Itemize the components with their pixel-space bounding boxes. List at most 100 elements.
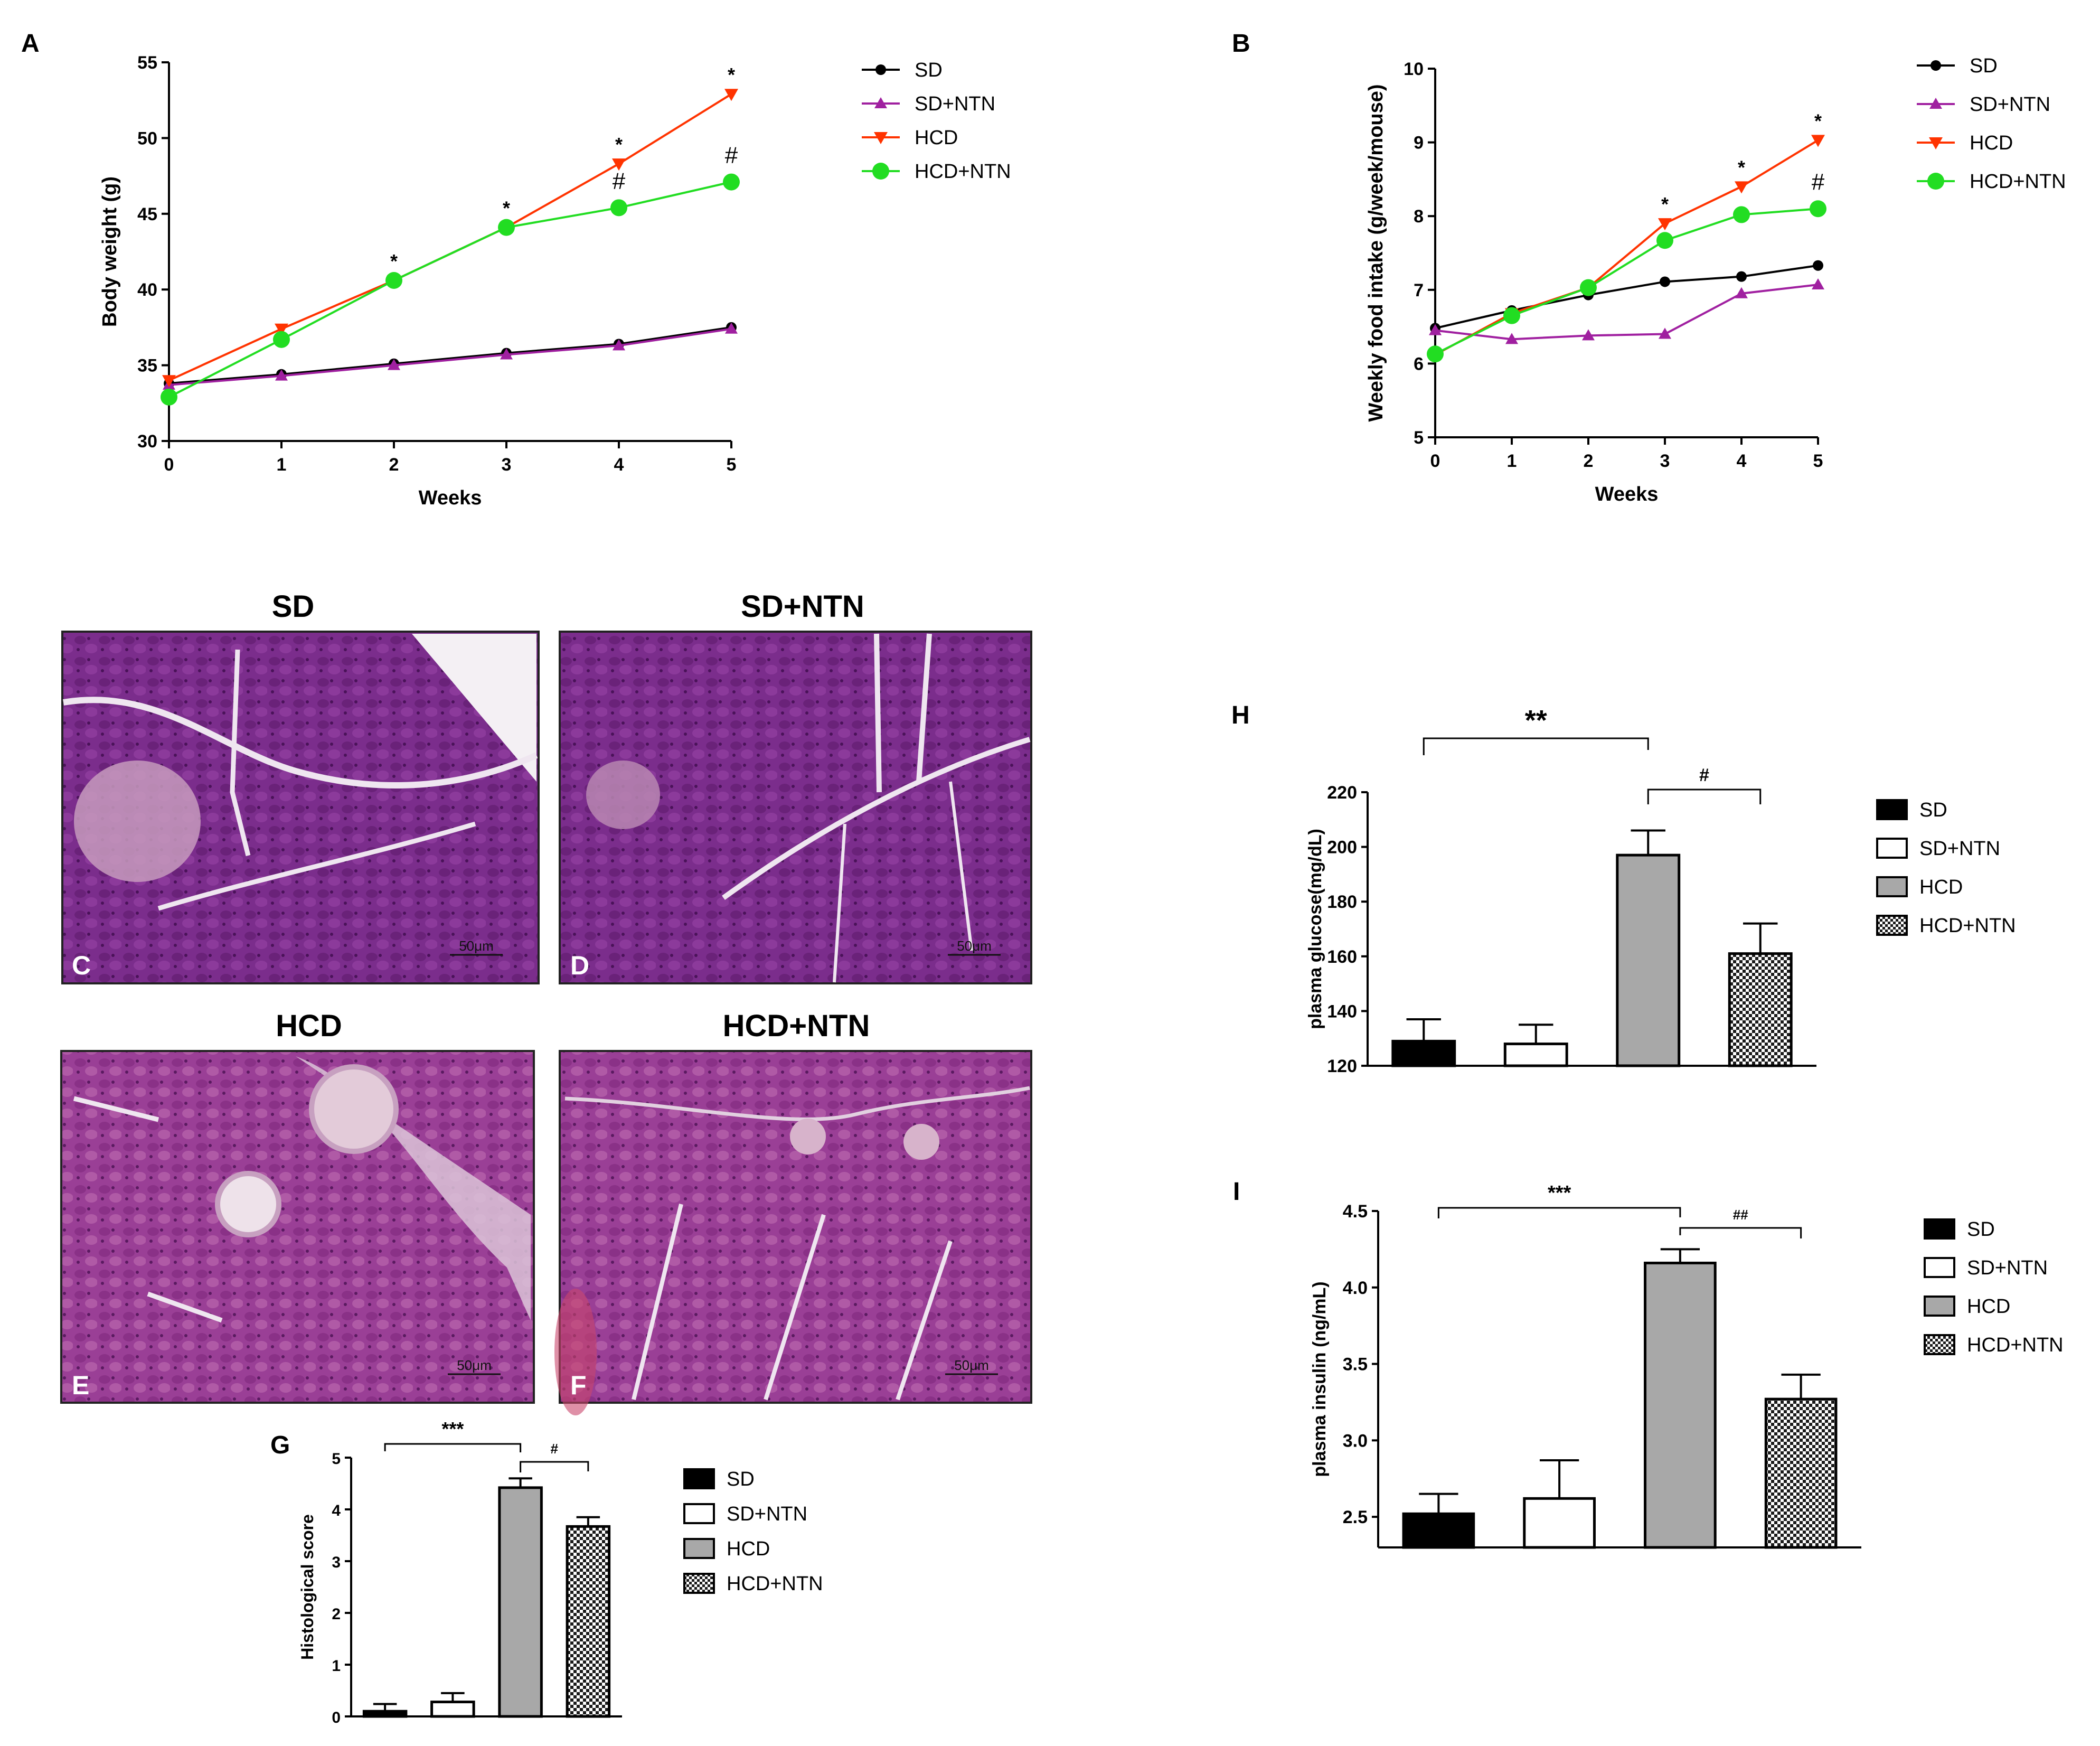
chart-h-legend: SD SD+NTN HCD HCD+NTN: [1876, 799, 2016, 937]
chart-g-legend-swatch: [683, 1503, 715, 1524]
chart-a-point-hcd: [275, 323, 288, 336]
chart-a-legend-label: SD: [915, 59, 943, 81]
chart-h-significance-label: #: [1699, 765, 1709, 785]
chart-a-point-hcd-ntn: [498, 219, 515, 236]
scale-bar-label: 50μm: [957, 938, 992, 954]
chart-i-y-tick-label: 4.5: [1343, 1201, 1368, 1222]
chart-b-y-tick-label: 9: [1414, 133, 1424, 153]
histology-connective-tissue: [296, 1056, 531, 1320]
chart-b-axes: 5 6 7 8 9 10 0 1 2 3 4 5 Weeks Weekly food intake (g/…: [1365, 59, 1823, 505]
chart-h-significance-bracket: [1647, 788, 1762, 804]
histology-letter-d: D: [570, 951, 589, 980]
chart-b-x-tick-label: 4: [1737, 451, 1747, 471]
chart-h-significance-label: **: [1525, 705, 1547, 736]
histology-islet: [586, 761, 660, 829]
histology-vessel: [215, 1171, 281, 1237]
chart-b-point-sd-ntn: [1812, 278, 1824, 290]
histology-lumen: [412, 634, 536, 782]
panel-letter-b: B: [1232, 30, 1250, 58]
chart-g: G 0 1 2 3 4 5 Histological score *** # SD SD+NTN…: [270, 1418, 823, 1726]
chart-a-legend-label: SD+NTN: [915, 93, 995, 115]
chart-h-y-tick-label: 220: [1327, 783, 1357, 803]
chart-b-point-hcd: [1735, 181, 1748, 194]
chart-h-legend-label: SD: [1919, 799, 1947, 821]
chart-g-significance-label: #: [551, 1441, 559, 1457]
chart-a-y-tick-label: 35: [137, 356, 157, 376]
chart-i-y-tick-label: 4.0: [1343, 1278, 1368, 1298]
chart-i-bar-sd: [1402, 1512, 1475, 1549]
chart-i-legend-swatch: [1924, 1334, 1955, 1355]
chart-b-marks: * * * #: [1427, 110, 1826, 363]
chart-b-annotation: #: [1812, 169, 1825, 195]
histology-grid: SD C 50μm SD+NTN D 50μm HCD: [60, 589, 1032, 1415]
chart-h-legend-swatch: [1876, 876, 1908, 897]
chart-h-y-tick-label: 140: [1327, 1001, 1357, 1021]
histology-red-region: [554, 1289, 597, 1415]
chart-a-point-sd-ntn: [275, 369, 288, 381]
chart-b-point-sd-ntn: [1582, 329, 1595, 341]
chart-a-x-axis-label: Weeks: [419, 487, 482, 509]
chart-a-annotation: #: [725, 143, 738, 168]
chart-h-legend-swatch: [1876, 838, 1908, 859]
chart-a-x-tick-label: 3: [502, 455, 512, 475]
histology-letter-f: F: [570, 1370, 587, 1400]
chart-i-significance-label: ***: [1548, 1182, 1571, 1204]
panel-letter-g: G: [270, 1431, 290, 1459]
chart-b-legend-label: SD: [1970, 55, 1998, 77]
chart-i-y-tick-label: 3.0: [1343, 1431, 1368, 1451]
scale-bar-label: 50μm: [457, 1357, 492, 1373]
histology-panel-sd-ntn: SD+NTN D 50μm: [559, 589, 1032, 984]
chart-b-point-sd: [1660, 276, 1670, 287]
chart-i-legend: SD SD+NTN HCD HCD+NTN: [1924, 1218, 2064, 1356]
panel-letter-h: H: [1231, 701, 1250, 729]
chart-a-point-hcd: [162, 375, 176, 388]
chart-b-point-sd-ntn: [1659, 327, 1671, 339]
chart-i-legend-label: HCD+NTN: [1967, 1334, 2064, 1356]
chart-a-point-hcd-ntn: [723, 173, 740, 191]
scale-bar-label: 50μm: [954, 1357, 989, 1373]
chart-g-significance-label: ***: [441, 1418, 464, 1440]
chart-h-bar-hcd: [1616, 853, 1681, 1067]
chart-b-point-sd: [1813, 260, 1823, 271]
chart-g-legend-swatch: [683, 1468, 715, 1489]
chart-b-annotation: *: [1738, 156, 1745, 178]
chart-h-bar-sd-ntn: [1503, 1043, 1568, 1067]
chart-g-legend-label: HCD: [727, 1538, 770, 1560]
chart-i-bar-sd-ntn: [1523, 1497, 1596, 1549]
chart-g-y-tick-label: 0: [332, 1709, 341, 1726]
chart-g-marks: *** #: [362, 1418, 611, 1718]
chart-b-point-hcd: [1658, 218, 1672, 231]
chart-a-point-hcd-ntn: [161, 388, 177, 406]
chart-g-legend: SD SD+NTN HCD HCD+NTN: [683, 1468, 823, 1595]
chart-g-legend-label: SD+NTN: [727, 1503, 807, 1525]
chart-i-bar-hcd-ntn: [1764, 1397, 1838, 1549]
chart-a-annotation: #: [613, 168, 626, 194]
histology-panel-sd: SD C 50μm: [61, 589, 540, 984]
chart-b: B 5 6 7 8 9 10 0 1 2 3 4 5 Weeks Weekly food intake (…: [1232, 30, 2066, 505]
histology-title-sd-ntn: SD+NTN: [741, 589, 864, 624]
histology-panel-hcd-ntn: HCD+NTN F 50μm: [554, 1009, 1032, 1415]
chart-b-point-sd-ntn: [1429, 324, 1442, 335]
chart-a-annotation: *: [615, 134, 623, 155]
chart-a-legend-marker: [874, 97, 887, 108]
chart-g-legend-label: SD: [727, 1468, 755, 1490]
chart-b-x-tick-label: 1: [1507, 451, 1517, 471]
chart-b-legend-label: HCD+NTN: [1970, 171, 2066, 193]
histology-islet: [74, 761, 201, 882]
chart-g-y-tick-label: 2: [332, 1606, 341, 1623]
chart-b-point-sd-ntn: [1505, 333, 1518, 344]
histology-septum: [722, 633, 1031, 900]
chart-b-legend-marker: [1929, 98, 1942, 109]
chart-b-series-line-hcd-ntn: [1435, 208, 1819, 355]
chart-a-legend-label: HCD+NTN: [915, 161, 1011, 183]
histology-vessel: [309, 1064, 399, 1154]
chart-g-legend-label: HCD+NTN: [727, 1573, 823, 1595]
chart-b-point-hcd-ntn: [1503, 307, 1520, 324]
chart-a-point-hcd: [612, 158, 626, 171]
chart-a-y-tick-label: 30: [137, 431, 157, 452]
chart-g-axes: 0 1 2 3 4 5 Histological score: [298, 1450, 622, 1726]
histology-panel-hcd: HCD E 50μm: [60, 1009, 535, 1404]
